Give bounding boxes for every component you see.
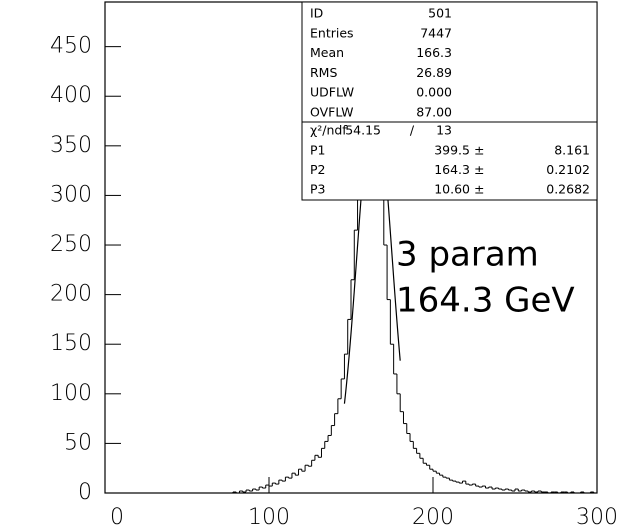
y-tick-label: 0 [78, 480, 92, 505]
y-tick-label: 350 [50, 133, 92, 158]
y-tick-label: 250 [50, 232, 92, 257]
param-error: 8.161 [554, 143, 590, 158]
param-pm: ± [474, 182, 484, 197]
stat-value: 26.89 [416, 65, 452, 80]
stat-value: 166.3 [416, 45, 452, 60]
param-error: 0.2682 [546, 182, 590, 197]
param-name: P2 [310, 162, 326, 177]
param-error: 0.2102 [546, 162, 590, 177]
y-tick-label: 450 [50, 34, 92, 59]
stat-value: 7447 [420, 25, 452, 40]
chi2-value: 54.15 [345, 123, 381, 138]
y-tick-label: 100 [50, 381, 92, 406]
annotation: 164.3 GeV [396, 281, 575, 321]
chi2-ndf: 13 [436, 123, 452, 138]
x-tick-label: 0 [110, 505, 124, 530]
stat-value: 87.00 [416, 105, 452, 120]
param-value: 164.3 [434, 162, 470, 177]
y-tick-label: 150 [50, 331, 92, 356]
y-tick-label: 50 [64, 430, 92, 455]
stats-box: ID 501 Entries 7447 Mean 166.3 RMS 26.89 UDFLW 0.… [301, 1, 598, 201]
stat-name: RMS [310, 65, 337, 80]
param-value: 399.5 [434, 143, 470, 158]
stat-name: Mean [310, 45, 344, 60]
stat-name: UDFLW [310, 85, 354, 100]
stat-name: ID [310, 6, 323, 21]
stats-frame [301, 1, 598, 201]
x-tick-label: 100 [248, 505, 290, 530]
chi2-name: χ²/ndf [310, 123, 347, 138]
param-name: P3 [310, 182, 326, 197]
param-name: P1 [310, 143, 326, 158]
chi2-separator: / [410, 123, 415, 138]
stat-name: Entries [310, 25, 354, 40]
y-tick-label: 400 [50, 83, 92, 108]
param-pm: ± [474, 162, 484, 177]
stat-value: 0.000 [416, 85, 452, 100]
annotation: 3 param [396, 235, 539, 275]
stat-value: 501 [428, 6, 452, 21]
y-tick-label: 300 [50, 182, 92, 207]
stat-name: OVFLW [310, 105, 354, 120]
x-tick-label: 200 [412, 505, 454, 530]
x-tick-label: 300 [576, 505, 618, 530]
param-pm: ± [474, 143, 484, 158]
y-tick-label: 200 [50, 282, 92, 307]
param-value: 10.60 [434, 182, 470, 197]
